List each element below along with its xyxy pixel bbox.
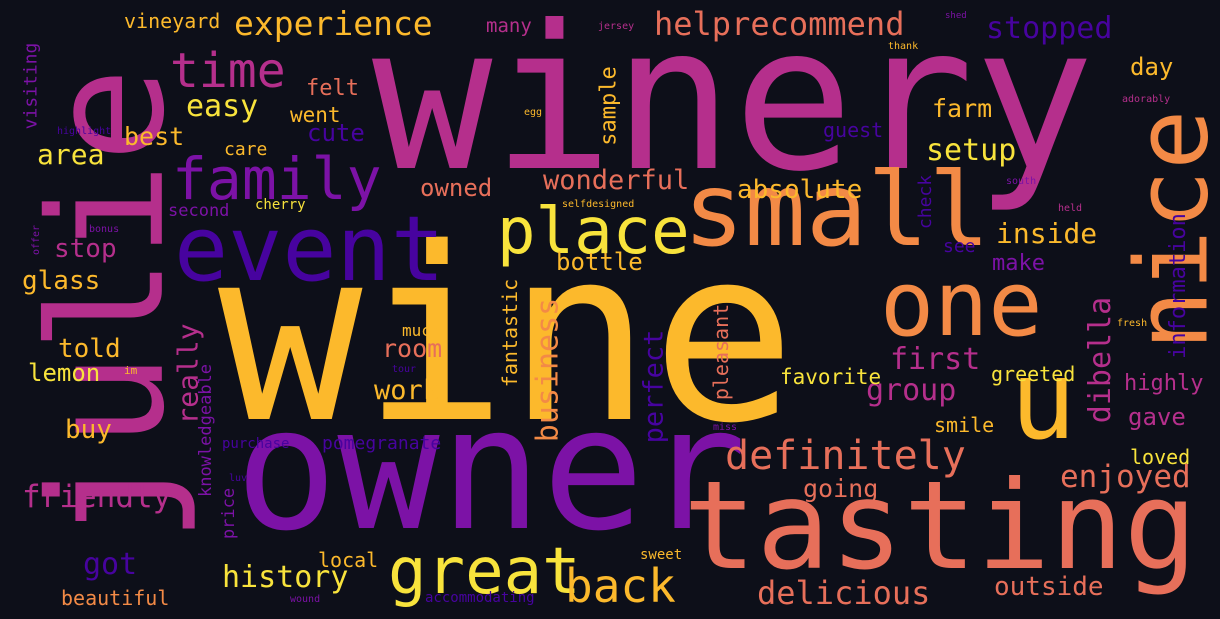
word-definitely: definitely [725, 433, 966, 479]
word-favorite: favorite [780, 365, 882, 389]
word-second: second [168, 201, 230, 221]
word-stopped: stopped [986, 11, 1113, 46]
word-time: time [170, 43, 286, 99]
word-helprecommend: helprecommend [654, 5, 905, 43]
word-business: business [530, 297, 566, 443]
word-event: event [174, 197, 445, 302]
word-guest: guest [823, 118, 884, 142]
word-back: back [565, 559, 676, 613]
word-care: care [224, 139, 268, 160]
word-lemon: lemon [28, 359, 101, 387]
word-told: told [58, 334, 121, 364]
word-winery: winery [372, 0, 1095, 216]
word-see: see [943, 236, 976, 257]
word-thank: thank [888, 41, 919, 52]
word-stop: stop [54, 234, 117, 264]
word-farm: farm [932, 94, 993, 123]
word-purchase: purchase [222, 436, 290, 452]
word-history: history [222, 560, 349, 595]
word-bonus: bonus [89, 224, 120, 235]
word-sample: sample [596, 66, 622, 146]
word-work: work [374, 375, 440, 406]
word-jersey: jersey [598, 21, 635, 32]
word-fresh: fresh [1117, 318, 1148, 329]
word-luv: luv [229, 473, 248, 484]
word-wonderful: wonderful [543, 165, 690, 196]
word-bottle: bottle [556, 248, 643, 276]
word-much: much [402, 321, 441, 340]
word-selfdesigned: selfdesigned [562, 199, 635, 210]
word-tasting: tasting [683, 455, 1198, 597]
word-tour: tour [392, 364, 417, 375]
word-fantastic: fantastic [498, 278, 523, 388]
word-highly: highly [1124, 371, 1204, 396]
word-inside: inside [996, 217, 1098, 250]
word-glass: glass [22, 266, 101, 296]
word-got: got [83, 547, 138, 582]
word-greeted: greeted [991, 362, 1076, 386]
word-pomegranate: pomegranate [322, 433, 442, 454]
word-delicious: delicious [757, 574, 931, 612]
word-wine: wine [218, 196, 796, 476]
word-u: u [1010, 336, 1077, 464]
word-setup: setup [926, 133, 1017, 168]
word-held: held [1058, 203, 1083, 214]
word-beautiful: beautiful [61, 586, 170, 610]
word-knowledgeable: knowledgeable [196, 363, 217, 498]
word-enjoyed: enjoyed [1060, 459, 1191, 495]
word-easy: easy [186, 89, 259, 124]
word-shed: shed [945, 11, 967, 21]
word-visiting: visiting [20, 42, 42, 130]
word-went: went [290, 103, 341, 127]
word-experience: experience [234, 4, 433, 43]
word-group: group [866, 373, 957, 408]
word-felt: felt [306, 76, 359, 101]
word-information: information [1165, 213, 1191, 359]
word-best: best [124, 122, 185, 151]
word-area: area [37, 138, 105, 171]
word-gave: gave [1128, 403, 1186, 431]
word-local: local [318, 548, 379, 572]
word-day: day [1130, 53, 1174, 81]
word-price: price [219, 487, 240, 540]
word-im: im [124, 364, 138, 377]
word-first: first [890, 342, 981, 377]
word-wound: wound [290, 594, 321, 605]
word-absolute: absolute [737, 175, 863, 205]
word-room: room [382, 334, 443, 363]
word-miss: miss [713, 422, 738, 433]
word-family: family [172, 145, 382, 213]
word-adorably: adorably [1122, 94, 1171, 105]
word-going: going [803, 474, 879, 503]
word-cherry: cherry [255, 197, 306, 213]
word-small: small [683, 151, 991, 270]
word-highlight: highlight [57, 126, 112, 137]
word-many: many [486, 15, 532, 37]
word-owner: owner [235, 371, 747, 569]
word-outside: outside [994, 572, 1104, 602]
word-pleasant: pleasant [709, 303, 734, 401]
word-owned: owned [420, 174, 493, 202]
word-check: check [915, 174, 937, 230]
word-egg: egg [524, 107, 543, 118]
word-dibella: dibella [1083, 296, 1119, 424]
word-accommodating: accommodating [425, 590, 535, 606]
word-one: one [880, 252, 1043, 357]
word-offer: offer [31, 224, 43, 256]
word-friendly: friendly [22, 479, 172, 515]
word-south: south [1006, 176, 1037, 187]
word-make: make [992, 251, 1045, 276]
word-place: place [497, 195, 690, 269]
word-loved: loved [1130, 445, 1191, 469]
word-sweet: sweet [640, 547, 683, 563]
word-great: great [388, 535, 581, 609]
word-vineyard: vineyard [124, 9, 221, 33]
word-smile: smile [934, 413, 995, 437]
word-perfect: perfect [638, 329, 670, 444]
word-cute: cute [307, 119, 365, 147]
word-buy: buy [65, 415, 112, 445]
